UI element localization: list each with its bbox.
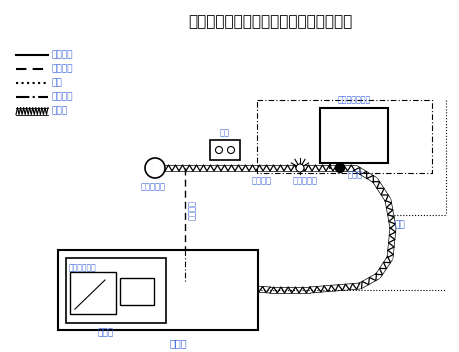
Text: 控制室: 控制室 — [169, 338, 186, 348]
Circle shape — [145, 158, 165, 178]
Text: 电阻分压器: 电阻分压器 — [140, 182, 165, 191]
Text: 光纤: 光纤 — [52, 78, 62, 88]
Bar — [120, 278, 154, 305]
Text: 电容分压器: 电容分压器 — [292, 176, 317, 185]
Bar — [319, 108, 387, 163]
Circle shape — [295, 164, 303, 172]
Text: 高压引线: 高压引线 — [52, 50, 73, 59]
Text: 控制台: 控制台 — [98, 328, 114, 337]
Text: 弧化间隙: 弧化间隙 — [252, 176, 271, 185]
Circle shape — [215, 146, 222, 153]
Text: 控制电缆: 控制电缆 — [52, 93, 73, 101]
Text: 冲击发生器本体: 冲击发生器本体 — [336, 95, 370, 104]
Text: 测量电缆: 测量电缆 — [52, 64, 73, 74]
Bar — [58, 250, 257, 330]
Bar — [66, 258, 166, 323]
Text: 接地线: 接地线 — [52, 107, 68, 115]
Text: 接地点: 接地点 — [347, 170, 362, 179]
Bar — [70, 272, 116, 314]
Bar — [210, 140, 240, 160]
Text: 计算机及软件: 计算机及软件 — [69, 263, 96, 272]
Circle shape — [335, 163, 344, 172]
Text: 记录仪: 记录仪 — [122, 283, 134, 290]
Circle shape — [227, 146, 234, 153]
Text: 控制器: 控制器 — [72, 277, 84, 284]
Text: 接頭児: 接頭児 — [72, 288, 84, 295]
Text: 绝缘子陡波冲击试验系统接线布置示意图: 绝缘子陡波冲击试验系统接线布置示意图 — [187, 14, 351, 29]
Text: 试品: 试品 — [219, 128, 230, 137]
Text: 光纤: 光纤 — [394, 220, 404, 229]
Text: 测量电缆: 测量电缆 — [188, 200, 196, 220]
